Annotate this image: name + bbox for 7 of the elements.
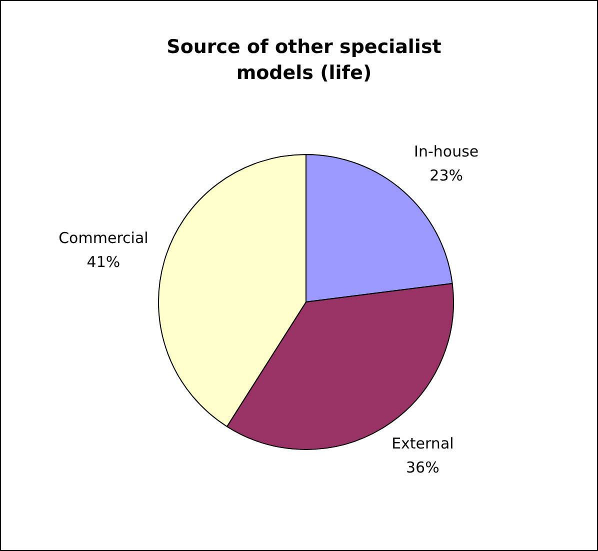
chart-title: Source of other specialist models (life) [166,35,442,86]
data-label: 36% [406,458,440,476]
data-label: 23% [430,166,463,185]
slice-label: Commercial [58,228,148,247]
slice-label: In-house [414,142,479,161]
slice-label: External [392,434,454,452]
data-label: 41% [86,252,120,271]
